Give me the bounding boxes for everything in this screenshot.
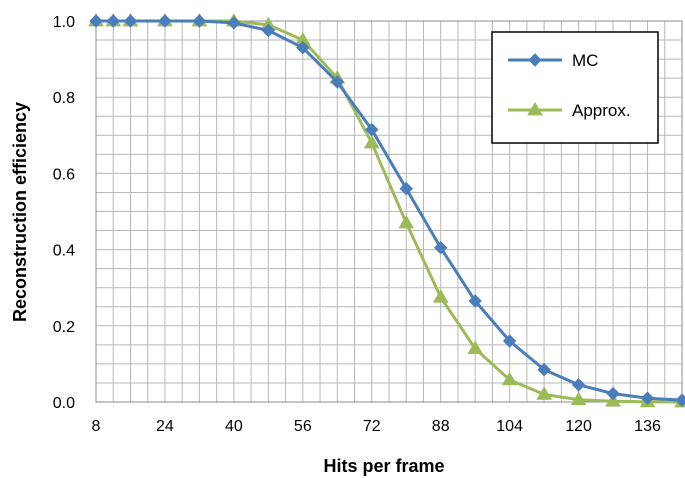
y-axis-title: Reconstruction efficiency [10, 102, 30, 322]
data-point [261, 23, 276, 38]
data-point [432, 289, 449, 303]
data-point [296, 40, 310, 55]
data-point [106, 14, 120, 28]
series-mc [89, 14, 685, 407]
x-tick-label: 88 [432, 418, 450, 435]
legend-box [491, 31, 659, 144]
data-point [158, 14, 172, 28]
x-tick-label: 8 [92, 418, 101, 435]
x-tick-label: 56 [294, 418, 312, 435]
data-point [468, 294, 482, 308]
data-point [227, 16, 241, 30]
data-point [537, 362, 551, 377]
y-tick-label: 0.4 [53, 243, 75, 260]
x-tick-label: 72 [363, 418, 381, 435]
tick-labels: 8 24 40 56 72 88 104 120 136 0.0 0.2 0.4 0.6 0.8 1.0 [53, 14, 661, 435]
legend-label: Approx. [572, 101, 631, 120]
plot-border [95, 20, 683, 403]
data-point [640, 391, 655, 405]
legend-marker [528, 53, 542, 67]
y-tick-label: 0.8 [53, 90, 75, 107]
x-tick-label: 136 [634, 418, 661, 435]
legend-marker [527, 102, 543, 116]
x-axis-title: Hits per frame [323, 456, 444, 476]
x-tick-label: 104 [496, 418, 523, 435]
data-point [433, 240, 448, 255]
data-point [89, 14, 103, 28]
data-point [606, 386, 620, 401]
data-point [536, 386, 552, 400]
data-point [571, 378, 586, 392]
data-point [330, 75, 345, 89]
data-point [502, 334, 517, 348]
data-point [365, 122, 379, 137]
data-point [398, 214, 415, 229]
y-tick-label: 0.6 [53, 166, 75, 183]
y-tick-label: 1.0 [53, 14, 75, 31]
series-layer [88, 13, 685, 408]
x-tick-label: 120 [565, 418, 592, 435]
data-point [675, 393, 685, 407]
y-tick-label: 0.2 [53, 319, 75, 336]
data-point [192, 14, 207, 28]
data-point [570, 391, 587, 406]
x-tick-label: 40 [225, 418, 243, 435]
data-point [467, 340, 484, 355]
plot-frame [95, 20, 683, 403]
legend: MC Approx. [491, 31, 659, 144]
grid [95, 20, 683, 403]
y-tick-label: 0.0 [53, 395, 75, 412]
data-point [363, 134, 380, 149]
x-tick-label: 24 [156, 418, 174, 435]
legend-label: MC [572, 51, 598, 70]
data-point [123, 14, 138, 28]
data-point [399, 181, 413, 196]
data-point [501, 371, 518, 386]
